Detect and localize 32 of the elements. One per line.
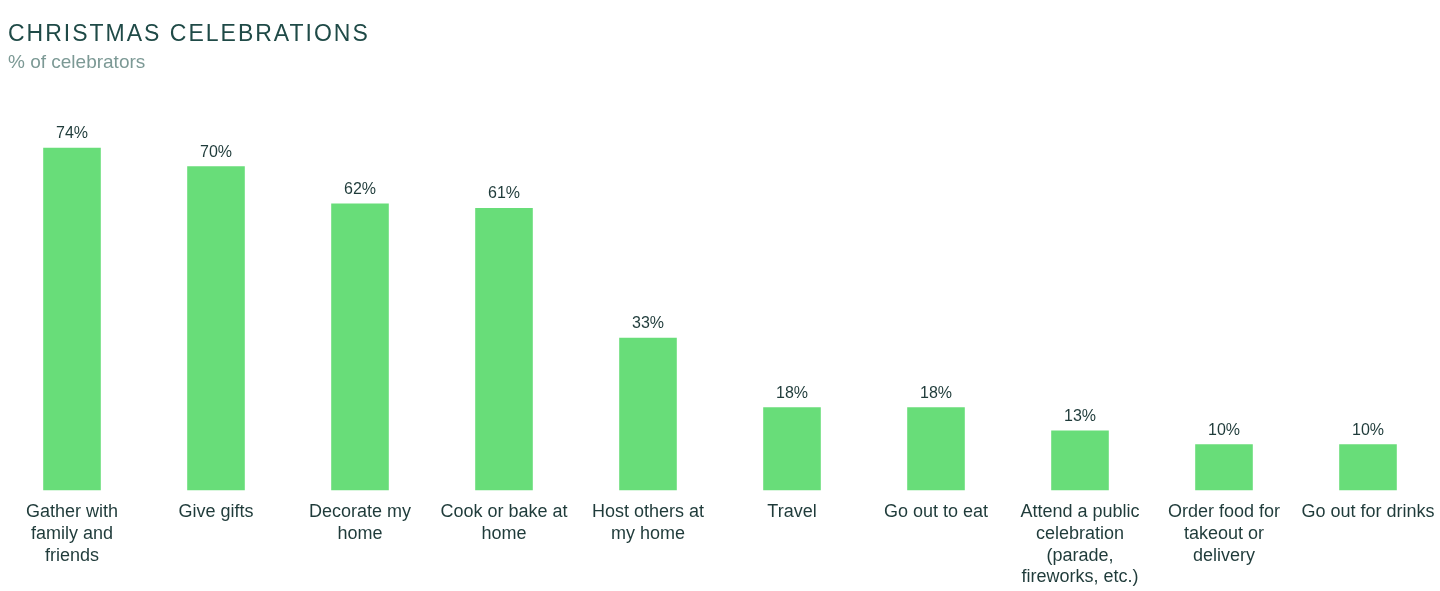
- bar: [331, 203, 389, 491]
- data-label: 18%: [919, 383, 953, 401]
- data-label: 70%: [199, 142, 233, 160]
- x-tick-label: Attend a public celebration (parade, fireworks, etc.): [1020, 501, 1140, 587]
- data-label: 74%: [55, 124, 89, 142]
- bar: [43, 147, 101, 491]
- x-tick-label: Give gifts: [178, 501, 254, 522]
- bar: [907, 407, 965, 491]
- bar: [763, 407, 821, 491]
- data-label: 33%: [631, 314, 665, 332]
- chart-subtitle: % of celebrators: [8, 51, 146, 73]
- data-label: 61%: [487, 184, 521, 202]
- x-tick-label: Go out to eat: [883, 501, 989, 522]
- bar: [1339, 444, 1397, 491]
- x-tick-label: Decorate my home: [308, 501, 412, 543]
- bar: [1051, 430, 1109, 491]
- data-label: 10%: [1207, 420, 1241, 438]
- x-tick-label: Go out for drinks: [1301, 501, 1435, 522]
- data-label: 10%: [1351, 420, 1385, 438]
- x-tick-label: Gather with family and friends: [25, 501, 119, 565]
- data-label: 18%: [775, 383, 809, 401]
- bar: [1195, 444, 1253, 491]
- chart-title: CHRISTMAS CELEBRATIONS: [8, 20, 370, 47]
- bar: [187, 166, 245, 491]
- x-tick-label: Cook or bake at home: [440, 501, 568, 543]
- x-tick-label: Travel: [767, 501, 817, 522]
- bar: [475, 208, 533, 491]
- data-label: 62%: [343, 179, 377, 197]
- bar: [619, 337, 677, 491]
- data-label: 13%: [1063, 406, 1097, 424]
- x-tick-label: Order food for takeout or delivery: [1167, 501, 1281, 565]
- x-tick-label: Host others at my home: [591, 501, 705, 543]
